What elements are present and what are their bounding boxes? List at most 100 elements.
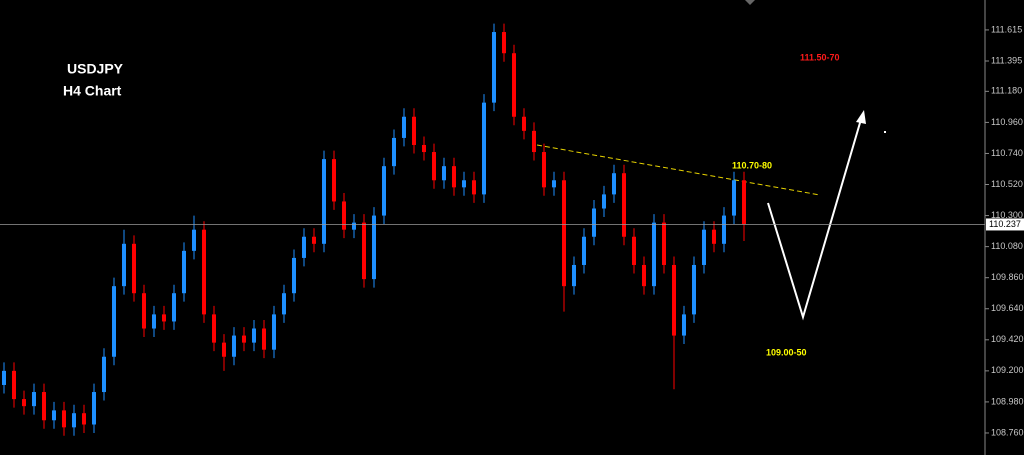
candle-body <box>192 229 196 251</box>
candle-body <box>132 243 136 294</box>
candle-body <box>102 356 106 393</box>
candle-body <box>582 236 586 265</box>
candle-body <box>402 116 406 138</box>
candle-body <box>32 392 36 407</box>
candle-body <box>522 116 526 131</box>
candle-body <box>172 293 176 322</box>
candle-body <box>392 137 396 167</box>
y-tick-label: 110.520 <box>991 179 1023 189</box>
candle-body <box>22 399 26 407</box>
candle-body <box>632 236 636 265</box>
candle-body <box>282 293 286 315</box>
candle-body <box>602 194 606 209</box>
candle-body <box>642 264 646 287</box>
y-tick-label: 108.980 <box>991 396 1024 406</box>
candle-body <box>382 166 386 216</box>
candle-body <box>682 314 686 336</box>
candle-body <box>52 410 56 421</box>
candle-body <box>462 180 466 188</box>
candle-body <box>652 222 656 287</box>
candle-body <box>12 370 16 400</box>
candle-body <box>562 180 566 287</box>
y-tick-label: 109.420 <box>991 334 1024 344</box>
candle-body <box>512 53 516 117</box>
annotation: 111.50-70 <box>800 52 840 62</box>
candle-body <box>62 410 66 428</box>
candle-body <box>252 328 256 343</box>
candle-body <box>322 159 326 244</box>
last-price-box <box>986 218 1024 231</box>
candle-body <box>312 236 316 244</box>
candle-body <box>142 293 146 329</box>
candle-body <box>152 314 156 329</box>
candle-body <box>202 229 206 315</box>
candle-body <box>432 152 436 181</box>
candle-body <box>112 286 116 357</box>
candle-body <box>372 215 376 280</box>
y-tick-label: 110.740 <box>991 148 1023 158</box>
chart-title: USDJPY <box>67 61 124 77</box>
candle-body <box>552 180 556 188</box>
candle-body <box>612 173 616 195</box>
candle-body <box>242 335 246 343</box>
candle-body <box>712 229 716 244</box>
candle-body <box>362 222 366 280</box>
candle-body <box>532 130 536 153</box>
candle-body <box>732 180 736 216</box>
candle-body <box>262 328 266 350</box>
y-tick-label: 109.200 <box>991 365 1024 375</box>
y-tick-label: 110.080 <box>991 241 1023 251</box>
candle-body <box>592 208 596 237</box>
candle-body <box>302 236 306 258</box>
candle-body <box>272 314 276 350</box>
candle-body <box>452 166 456 188</box>
y-tick-label: 111.180 <box>991 86 1022 96</box>
candle-body <box>292 257 296 294</box>
last-price-label: 110.237 <box>989 219 1021 229</box>
candle-body <box>232 335 236 357</box>
candle-body <box>702 229 706 265</box>
annotation: 110.70-80 <box>732 160 772 170</box>
y-tick-label: 108.760 <box>991 427 1024 437</box>
candle-body <box>742 180 746 225</box>
candle-body <box>442 166 446 181</box>
candle-body <box>502 32 506 54</box>
y-tick-label: 110.300 <box>991 210 1023 220</box>
candle-body <box>492 32 496 103</box>
candle-body <box>572 264 576 287</box>
candle-body <box>2 370 6 385</box>
arrow-head <box>856 110 866 124</box>
candle-body <box>542 152 546 188</box>
candle-body <box>622 173 626 237</box>
y-tick-label: 109.640 <box>991 303 1024 313</box>
candle-body <box>212 314 216 343</box>
annotation: 109.00-50 <box>766 347 807 357</box>
candle-body <box>692 264 696 315</box>
candle-body <box>222 342 226 357</box>
candle-body <box>332 159 336 202</box>
candle-body <box>422 144 426 153</box>
y-tick-label: 109.860 <box>991 272 1024 282</box>
candle-body <box>722 215 726 244</box>
forecast-arrow <box>767 115 863 321</box>
y-tick-label: 111.395 <box>991 55 1022 65</box>
candle-body <box>472 180 476 195</box>
plot-area: 111.615 111.395 111.180 110.960 110.740 110.5… <box>0 23 1024 437</box>
candle-body <box>672 264 676 336</box>
candle-body <box>92 392 96 425</box>
y-tick-label: 111.615 <box>991 24 1022 34</box>
candle-body <box>72 413 76 428</box>
candle-body <box>182 250 186 294</box>
candle-body <box>342 201 346 230</box>
candle-body <box>122 243 126 287</box>
candle-body <box>352 222 356 230</box>
scroll-marker <box>745 0 755 5</box>
candle-body <box>662 222 666 265</box>
candle-body <box>82 413 86 425</box>
chart-subtitle: H4 Chart <box>63 83 122 99</box>
marker-dot <box>884 131 886 133</box>
candle-body <box>162 314 166 322</box>
candle-body <box>482 102 486 195</box>
